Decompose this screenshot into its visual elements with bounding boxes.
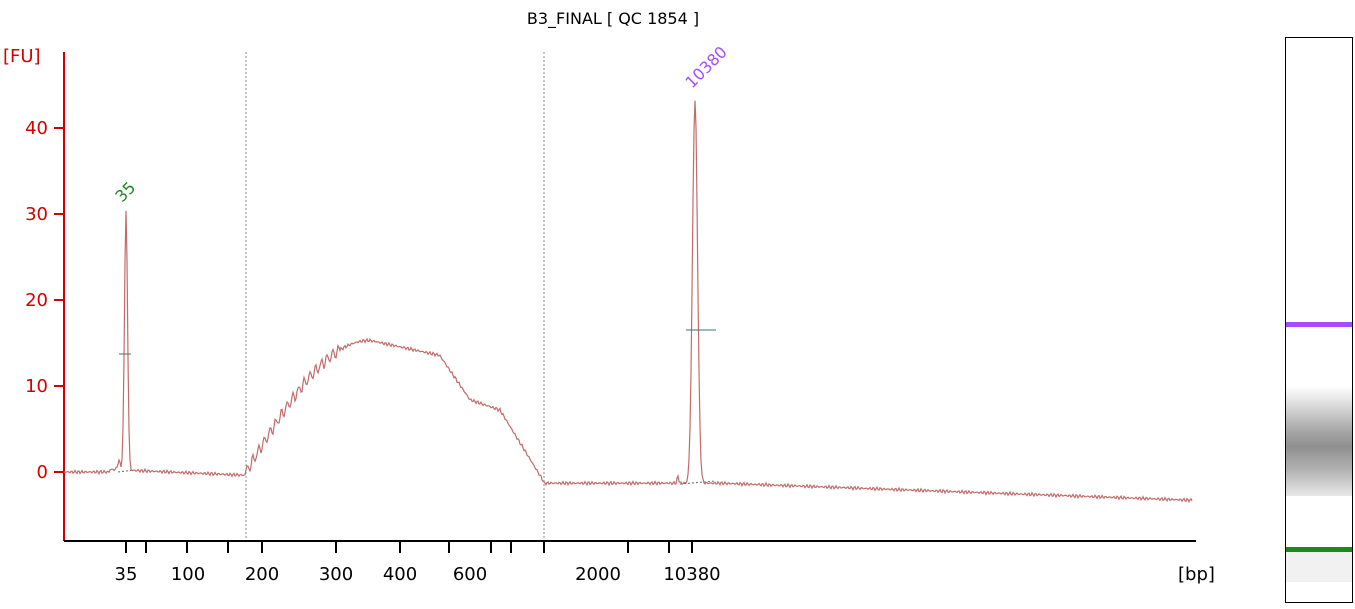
x-tick-label: 300 [319, 564, 353, 585]
region-boundary-lines [245, 52, 545, 541]
y-tick-label: 40 [25, 118, 48, 139]
electropherogram-chart: B3_FINAL [ QC 1854 ] [FU] [bp] 0 10 20 30 40… [3, 9, 1215, 585]
x-axis-label: [bp] [1178, 564, 1215, 585]
peak-half-height-markers [119, 329, 716, 355]
y-tick-label: 30 [25, 204, 48, 225]
y-ticks: 0 10 20 30 40 [25, 118, 64, 483]
peak-label-10380: 10380 [681, 42, 730, 91]
x-tick-label: 600 [453, 564, 487, 585]
x-tick-labels: 35 100 200 300 400 600 2000 10380 [115, 564, 721, 585]
signal-trace [63, 100, 1193, 504]
y-tick-label: 10 [25, 376, 48, 397]
chart-title: B3_FINAL [ QC 1854 ] [527, 9, 699, 29]
x-axis [64, 540, 1196, 553]
x-tick-label: 100 [171, 564, 205, 585]
lane-bottom-shade [1286, 552, 1352, 582]
lower-marker-band [1286, 547, 1352, 552]
upper-marker-band [1286, 322, 1352, 327]
x-tick-label: 35 [115, 564, 138, 585]
smear-band [1286, 386, 1352, 496]
x-tick-label: 400 [383, 564, 417, 585]
y-axis-label: [FU] [3, 46, 41, 67]
peak-labels: 35 10380 [111, 42, 730, 205]
x-tick-label: 200 [245, 564, 279, 585]
x-tick-label: 2000 [575, 564, 621, 585]
gel-lane [1285, 37, 1353, 603]
y-tick-label: 0 [37, 462, 48, 483]
peak-label-35: 35 [111, 178, 139, 206]
x-tick-label: 10380 [663, 564, 720, 585]
y-tick-label: 20 [25, 290, 48, 311]
